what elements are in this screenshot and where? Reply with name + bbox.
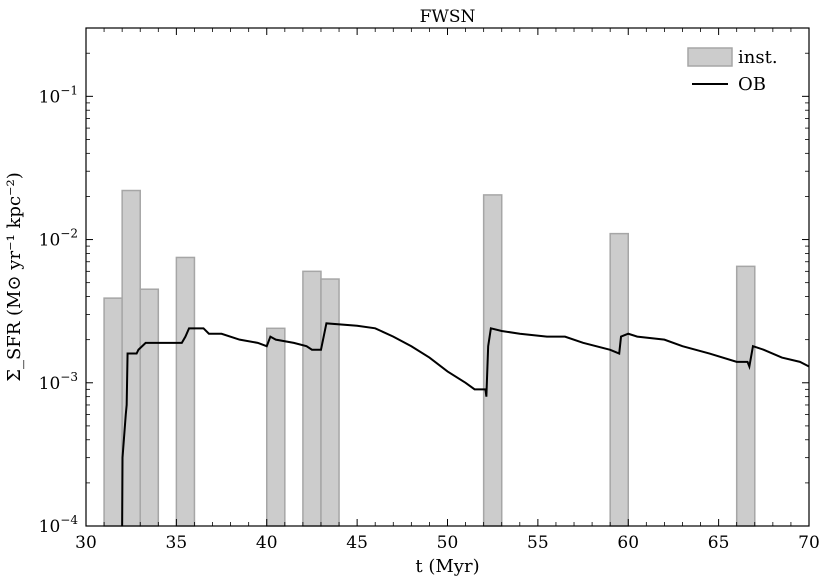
bar-9: [735, 265, 756, 527]
bars-layer: [103, 189, 756, 527]
bar-8: [609, 232, 629, 527]
y-tick-label: 10−2: [39, 227, 78, 251]
bar-4: [266, 327, 286, 527]
bar-1: [121, 189, 141, 527]
legend-label-inst: inst.: [738, 47, 778, 68]
legend: inst. OB: [687, 47, 778, 95]
chart-title: FWSN: [420, 7, 476, 27]
legend-swatch-inst: [687, 47, 733, 67]
x-tick-label: 55: [527, 533, 549, 553]
x-tick-label: 30: [75, 533, 97, 553]
bar-0: [103, 297, 123, 527]
x-tick-label: 45: [346, 533, 368, 553]
legend-label-ob: OB: [738, 74, 766, 95]
x-tick-label: 35: [166, 533, 188, 553]
x-tick-label: 70: [798, 533, 820, 553]
bar-5: [302, 270, 322, 527]
x-axis-label: t (Myr): [415, 556, 479, 577]
y-tick-label: 10−3: [39, 370, 78, 394]
y-axis-label: Σ_SFR (M⊙ yr⁻¹ kpc⁻²): [4, 172, 25, 382]
x-tick-label: 60: [617, 533, 639, 553]
y-tick-label: 10−4: [39, 513, 79, 537]
ticks-layer: 30 35 40 45 50 55 60 65 70 10−4 10−3 10−2 10−1: [39, 28, 820, 553]
x-tick-label: 40: [256, 533, 278, 553]
ob-series-line: [121, 322, 810, 527]
y-tick-label: 10−1: [39, 83, 78, 107]
bar-7: [482, 194, 503, 527]
x-tick-label: 50: [437, 533, 459, 553]
plot-frame: [85, 27, 810, 527]
bar-3: [175, 256, 196, 527]
bar-6: [320, 278, 340, 527]
x-tick-label: 65: [708, 533, 730, 553]
bar-2: [139, 288, 160, 527]
